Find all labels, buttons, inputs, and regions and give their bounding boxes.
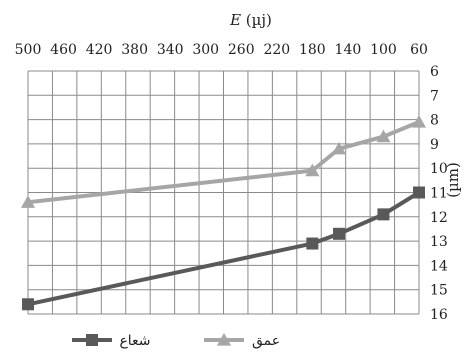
data-point-square: [413, 186, 425, 199]
legend-item: عمق: [204, 333, 280, 349]
x-tick-label: 340: [157, 42, 184, 58]
data-point-square: [86, 334, 98, 346]
y-tick-label: 10: [430, 161, 448, 177]
y-tick-label: 6: [430, 64, 439, 80]
data-point-triangle: [217, 333, 231, 346]
y-tick-label: 7: [430, 88, 439, 104]
x-tick-labels: 500 460 420 380 340 300 260 220 180 140 100 60: [15, 42, 428, 58]
x-tick-label: 420: [86, 42, 113, 58]
y-tick-label: 12: [430, 210, 448, 226]
data-point-triangle: [412, 115, 426, 128]
series-radius: [22, 186, 425, 311]
x-tick-label: 260: [228, 42, 255, 58]
x-tick-label: 140: [335, 42, 362, 58]
legend-label: عمق: [252, 333, 280, 349]
y-axis-label: (µm): [444, 162, 462, 198]
x-tick-label: 300: [192, 42, 219, 58]
y-tick-label: 14: [430, 258, 448, 274]
data-point-triangle: [376, 129, 391, 143]
x-tick-label: 180: [299, 42, 326, 58]
data-point-square: [377, 208, 390, 221]
data-point-triangle: [305, 163, 320, 177]
data-point-triangle: [21, 195, 35, 208]
legend-label: شعاع: [119, 333, 150, 349]
y-tick-label: 8: [430, 113, 439, 129]
grid: [27, 70, 420, 315]
data-point-triangle: [332, 141, 347, 155]
series-depth: [21, 115, 426, 208]
x-tick-label: 380: [121, 42, 148, 58]
y-tick-label: 16: [430, 307, 448, 323]
data-point-square: [333, 227, 346, 240]
data-point-square: [306, 237, 319, 250]
x-tick-label: 500: [15, 42, 42, 58]
x-tick-label: 60: [410, 42, 428, 58]
chart-title: E (µj): [229, 11, 272, 29]
y-tick-label: 11: [430, 186, 448, 202]
y-tick-label: 13: [430, 234, 448, 250]
legend-item: شعاع: [72, 333, 151, 349]
x-tick-label: 100: [370, 42, 397, 58]
y-tick-label: 9: [430, 137, 439, 153]
data-point-square: [22, 298, 34, 311]
x-tick-label: 460: [50, 42, 77, 58]
series-layer: [21, 115, 426, 311]
x-tick-label: 220: [263, 42, 290, 58]
legend: شعاع عمق: [72, 333, 280, 349]
y-tick-label: 15: [430, 283, 448, 299]
y-tick-labels: 6 7 8 9 10 11 12 13 14 15 16: [430, 64, 448, 323]
